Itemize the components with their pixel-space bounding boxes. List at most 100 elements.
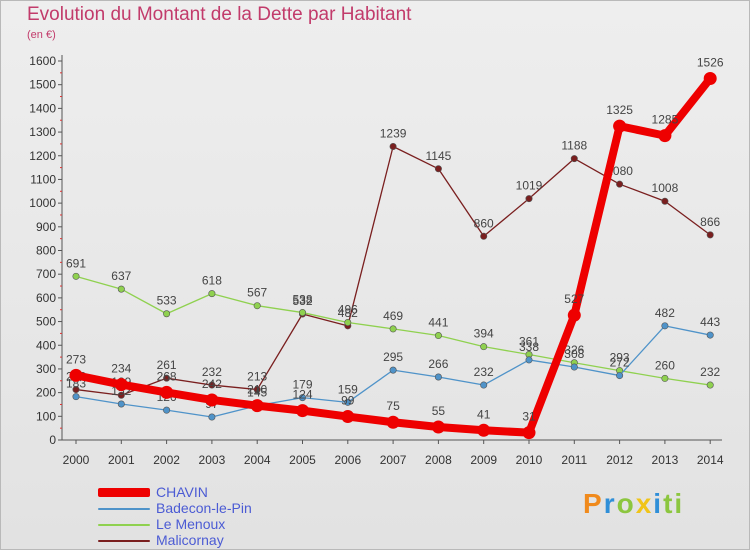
data-label-le-menoux: 637 (111, 269, 131, 283)
data-point-le-menoux (163, 310, 171, 318)
data-point-malicornay (661, 197, 669, 205)
x-tick-label: 2000 (63, 453, 90, 467)
x-tick-label: 2008 (425, 453, 452, 467)
data-point-malicornay (72, 386, 80, 394)
data-label-badecon-le-pin: 179 (292, 378, 312, 392)
x-tick-label: 2014 (697, 453, 724, 467)
data-label-le-menoux: 691 (66, 256, 86, 270)
logo-letter: ti (663, 488, 685, 519)
y-tick-label: 900 (36, 220, 56, 234)
data-point-malicornay (525, 195, 533, 203)
x-tick-label: 2002 (153, 453, 180, 467)
data-label-chavin: 31 (522, 410, 536, 424)
logo-letter: r (603, 488, 617, 519)
data-label-badecon-le-pin: 232 (474, 365, 494, 379)
data-label-le-menoux: 469 (383, 309, 403, 323)
data-point-le-menoux (117, 285, 125, 293)
data-point-malicornay (616, 180, 624, 188)
data-point-le-menoux (72, 272, 80, 280)
y-tick-label: 700 (36, 267, 56, 281)
data-label-malicornay: 1188 (561, 139, 587, 153)
proxiti-logo: Proxiti (583, 488, 684, 520)
x-tick-label: 2005 (289, 453, 316, 467)
data-point-malicornay (208, 381, 216, 389)
x-tick-label: 2004 (244, 453, 271, 467)
data-point-malicornay (570, 155, 578, 163)
x-tick-label: 2013 (652, 453, 679, 467)
data-label-malicornay: 232 (202, 365, 222, 379)
data-label-badecon-le-pin: 308 (564, 347, 584, 361)
data-point-le-menoux (253, 302, 261, 310)
data-label-badecon-le-pin: 266 (428, 357, 448, 371)
legend-label-badecon-le-pin: Badecon-le-Pin (156, 500, 252, 516)
data-point-badecon-le-pin (480, 381, 488, 389)
data-point-malicornay (389, 143, 397, 151)
data-point-badecon-le-pin (616, 372, 624, 380)
data-point-badecon-le-pin (208, 413, 216, 421)
data-label-malicornay: 261 (157, 358, 177, 372)
y-tick-label: 600 (36, 291, 56, 305)
data-point-chavin (567, 308, 581, 322)
data-point-chavin (114, 378, 128, 392)
data-label-le-menoux: 394 (474, 327, 494, 341)
data-point-badecon-le-pin (298, 394, 306, 402)
y-tick-label: 400 (36, 338, 56, 352)
y-tick-label: 0 (49, 433, 56, 447)
data-label-chavin: 210 (247, 383, 267, 397)
data-point-malicornay (706, 231, 714, 239)
y-tick-label: 800 (36, 244, 56, 258)
data-point-le-menoux (434, 332, 442, 340)
data-label-le-menoux: 538 (292, 293, 312, 307)
data-point-badecon-le-pin (389, 366, 397, 374)
data-point-malicornay (480, 232, 488, 240)
data-label-chavin: 1526 (697, 56, 724, 70)
data-label-le-menoux: 260 (655, 358, 675, 372)
data-label-le-menoux: 293 (610, 351, 630, 365)
logo-letter: x (635, 488, 654, 519)
data-label-chavin: 55 (432, 404, 446, 418)
data-label-chavin: 99 (341, 394, 355, 408)
data-point-chavin (477, 423, 491, 437)
data-label-malicornay: 532 (292, 294, 312, 308)
legend-swatch-chavin (98, 488, 150, 497)
x-tick-label: 2010 (516, 453, 543, 467)
data-label-chavin: 1285 (652, 113, 679, 127)
data-label-malicornay: 1008 (652, 181, 679, 195)
logo-letter: P (583, 488, 604, 519)
data-point-chavin (296, 404, 309, 418)
data-point-le-menoux (208, 290, 216, 298)
data-label-badecon-le-pin: 159 (338, 382, 358, 396)
data-label-le-menoux: 361 (519, 334, 539, 348)
data-point-badecon-le-pin (72, 393, 80, 401)
y-tick-label: 200 (36, 386, 56, 400)
data-label-malicornay: 213 (247, 370, 267, 384)
data-point-chavin (341, 410, 355, 424)
data-label-chavin: 75 (386, 399, 400, 413)
data-point-le-menoux (661, 374, 669, 382)
data-label-badecon-le-pin: 482 (655, 306, 675, 320)
data-point-le-menoux (344, 319, 352, 327)
data-point-chavin (69, 368, 83, 382)
y-tick-label: 1000 (29, 196, 56, 210)
x-tick-label: 2011 (561, 453, 587, 467)
data-label-badecon-le-pin: 443 (700, 315, 720, 329)
data-label-chavin: 124 (292, 388, 312, 402)
data-point-chavin (160, 385, 174, 399)
data-point-le-menoux (389, 325, 397, 333)
data-label-malicornay: 860 (474, 216, 494, 230)
x-tick-label: 2007 (380, 453, 407, 467)
data-label-malicornay: 482 (338, 306, 358, 320)
chart-title: Evolution du Montant de la Dette par Hab… (27, 4, 412, 25)
data-label-chavin: 527 (564, 292, 584, 306)
data-point-badecon-le-pin (570, 363, 578, 371)
data-point-badecon-le-pin (117, 400, 125, 408)
legend-swatch-malicornay (98, 540, 150, 542)
y-tick-label: 1400 (29, 101, 56, 115)
data-point-malicornay (117, 391, 125, 399)
y-tick-label: 1300 (29, 125, 56, 139)
data-point-chavin (386, 415, 400, 429)
data-label-chavin: 273 (66, 352, 86, 366)
data-point-le-menoux (298, 309, 306, 317)
data-label-chavin: 234 (111, 362, 131, 376)
y-tick-label: 500 (36, 315, 56, 329)
